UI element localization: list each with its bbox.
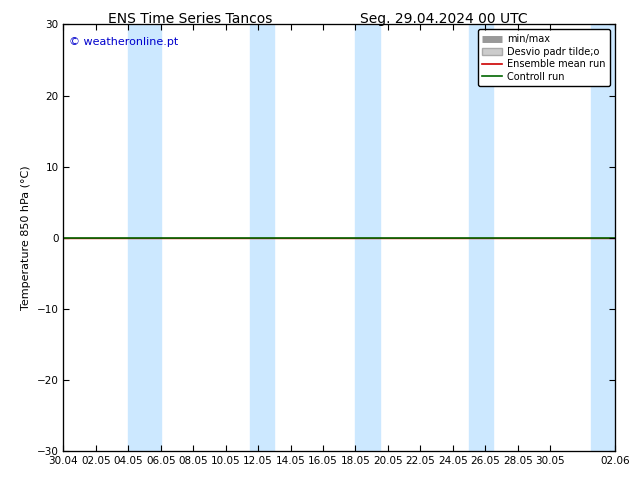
- Text: ENS Time Series Tancos: ENS Time Series Tancos: [108, 12, 273, 26]
- Bar: [356, 24, 380, 451]
- Bar: [469, 24, 493, 451]
- Y-axis label: Temperature 850 hPa (°C): Temperature 850 hPa (°C): [21, 165, 31, 310]
- Text: © weatheronline.pt: © weatheronline.pt: [69, 37, 178, 48]
- Bar: [591, 24, 631, 451]
- Bar: [250, 24, 275, 451]
- Legend: min/max, Desvio padr tilde;o, Ensemble mean run, Controll run: min/max, Desvio padr tilde;o, Ensemble m…: [477, 29, 610, 86]
- Bar: [128, 24, 161, 451]
- Text: Seg. 29.04.2024 00 UTC: Seg. 29.04.2024 00 UTC: [360, 12, 527, 26]
